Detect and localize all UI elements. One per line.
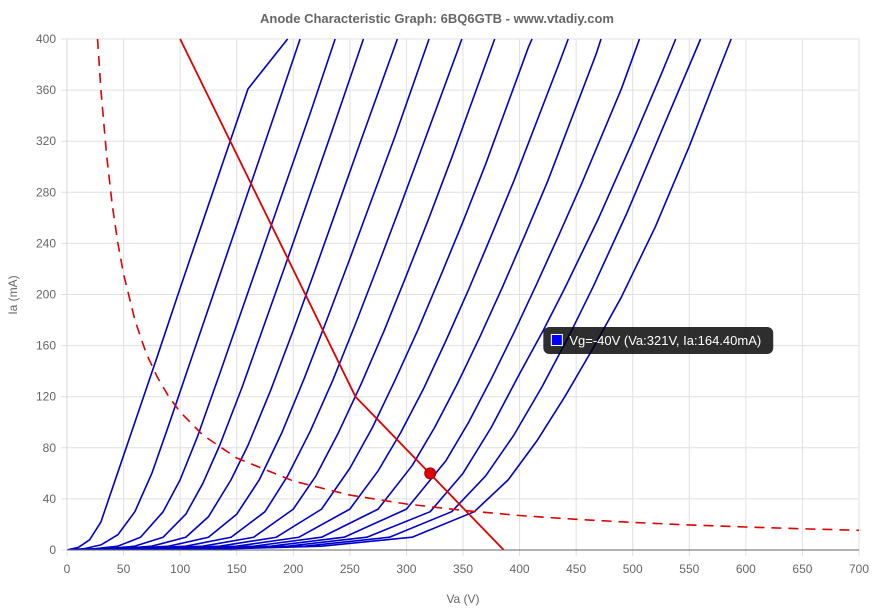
grid-curve-2 xyxy=(67,38,301,550)
x-tick-label: 0 xyxy=(64,562,71,576)
operating-point-group xyxy=(424,467,437,480)
y-axis-title: Ia (mA) xyxy=(6,275,20,314)
grid-curve-3 xyxy=(67,38,336,550)
grid-curve-4 xyxy=(67,38,365,550)
grid-curve-12 xyxy=(67,38,641,550)
y-tick-label: 360 xyxy=(36,83,56,97)
tooltip-background xyxy=(543,326,774,354)
x-tick-label: 700 xyxy=(849,562,869,576)
grid-curve-13 xyxy=(67,38,677,550)
y-tick-label: 320 xyxy=(36,134,56,148)
x-tick-label: 450 xyxy=(566,562,586,576)
y-tick-label: 240 xyxy=(36,236,56,250)
y-tick-label: 400 xyxy=(36,32,56,46)
grid-voltage-curves xyxy=(67,38,732,550)
axes xyxy=(66,39,859,551)
max-dissipation-curve-group xyxy=(96,38,859,532)
y-tick-label: 40 xyxy=(43,492,57,506)
load-line xyxy=(179,38,505,550)
y-tick-label: 200 xyxy=(36,288,56,302)
grid-curve-15 xyxy=(67,38,732,550)
load-line-group xyxy=(179,38,505,550)
x-tick-label: 100 xyxy=(170,562,190,576)
x-axis-ticks: 0 50 100 150 200 250 300 350 400 450 500 550 600 650 7… xyxy=(64,562,870,576)
chart-title: Anode Characteristic Graph: 6BQ6GTB - ww… xyxy=(260,11,614,26)
grid-curve-10 xyxy=(67,38,569,550)
x-axis-title: Va (V) xyxy=(446,592,479,606)
x-tick-label: 50 xyxy=(117,562,131,576)
y-tick-label: 280 xyxy=(36,185,56,199)
x-tick-label: 150 xyxy=(227,562,247,576)
x-tick-label: 350 xyxy=(453,562,473,576)
grid-curve-5 xyxy=(67,38,399,550)
tooltip: Vg=-40V (Va:321V, Ia:164.40mA) xyxy=(543,326,774,354)
grid-curve-1 xyxy=(67,38,289,550)
y-tick-label: 160 xyxy=(36,339,56,353)
y-tick-label: 120 xyxy=(36,390,56,404)
x-tick-label: 500 xyxy=(623,562,643,576)
x-tick-label: 300 xyxy=(396,562,416,576)
y-tick-label: 80 xyxy=(43,441,57,455)
tooltip-color-swatch xyxy=(550,333,563,346)
grid-curve-7 xyxy=(67,38,463,550)
x-tick-label: 550 xyxy=(679,562,699,576)
grid-curve-11 xyxy=(67,38,602,550)
max-dissipation-curve xyxy=(96,38,859,532)
grid xyxy=(61,38,860,556)
x-tick-label: 200 xyxy=(283,562,303,576)
x-tick-label: 400 xyxy=(510,562,530,576)
grid-curve-9 xyxy=(67,38,533,550)
tooltip-text: Vg=-40V (Va:321V, Ia:164.40mA) xyxy=(569,333,761,348)
y-tick-label: 0 xyxy=(49,543,56,557)
operating-point[interactable] xyxy=(424,467,437,480)
grid-curve-6 xyxy=(67,38,430,550)
x-tick-label: 600 xyxy=(736,562,756,576)
x-tick-label: 650 xyxy=(792,562,812,576)
x-tick-label: 250 xyxy=(340,562,360,576)
y-axis-ticks: 0 40 80 120 160 200 240 280 320 360 400 xyxy=(36,32,56,557)
